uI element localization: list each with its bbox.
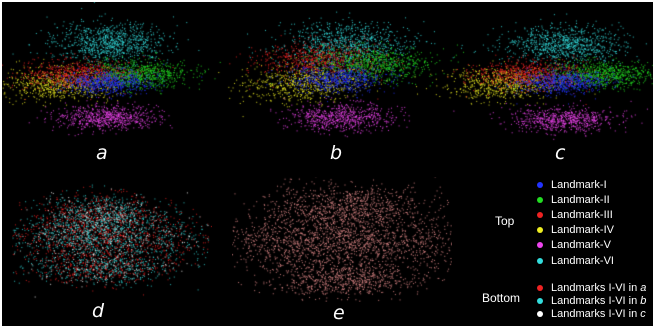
legend-item-landmark-iii: Landmark-III (537, 208, 613, 222)
legend-label-landmark-iv: Landmark-IV (551, 223, 614, 236)
legend-item-landmark-v: Landmark-V (537, 238, 611, 252)
legend-label-landmarks-in-c: Landmarks I-VI in c (551, 307, 646, 320)
panel-c-label: c (555, 142, 566, 164)
legend-item-landmarks-in-a: Landmarks I-VI in a (537, 281, 646, 295)
panel-a-scatter (2, 2, 653, 152)
legend-label-landmark-vi: Landmark-VI (551, 254, 614, 267)
panel-d-label: d (92, 300, 105, 322)
legend-item-landmarks-in-c: Landmarks I-VI in c (537, 307, 646, 321)
legend-dot-landmarks-in-b (537, 298, 543, 304)
legend-label-landmarks-in-a: Landmarks I-VI in a (551, 281, 647, 294)
legend-item-landmark-i: Landmark-I (537, 178, 607, 192)
panel-a-label: a (96, 142, 108, 164)
panel-b-label: b (330, 142, 343, 164)
panel-c-scatter (2, 2, 3, 3)
legend-dot-landmarks-in-c (537, 311, 543, 317)
legend-dot-landmarks-in-a (537, 285, 543, 291)
legend-dot-landmark-v (537, 242, 543, 248)
panel-e-label: e (333, 302, 345, 324)
panel-d-scatter (12, 172, 212, 302)
legend-dot-landmark-iv (537, 227, 543, 233)
legend-top-label: Top (495, 214, 515, 228)
legend-label-landmark-ii: Landmark-II (551, 193, 610, 206)
legend-item-landmark-vi: Landmark-VI (537, 254, 614, 268)
legend-dot-landmark-iii (537, 212, 543, 218)
legend-bottom-label: Bottom (482, 291, 521, 305)
legend-dot-landmark-ii (537, 197, 543, 203)
legend-item-landmark-ii: Landmark-II (537, 193, 610, 207)
legend-label-landmark-iii: Landmark-III (551, 208, 613, 221)
legend-label-landmark-i: Landmark-I (551, 178, 607, 191)
legend-label-landmark-v: Landmark-V (551, 238, 611, 251)
panel-e-scatter (232, 177, 452, 302)
legend-dot-landmark-i (537, 182, 543, 188)
legend-label-landmarks-in-b: Landmarks I-VI in b (551, 294, 647, 307)
legend-item-landmark-iv: Landmark-IV (537, 223, 614, 237)
legend-dot-landmark-vi (537, 258, 543, 264)
legend-item-landmarks-in-b: Landmarks I-VI in b (537, 294, 646, 308)
